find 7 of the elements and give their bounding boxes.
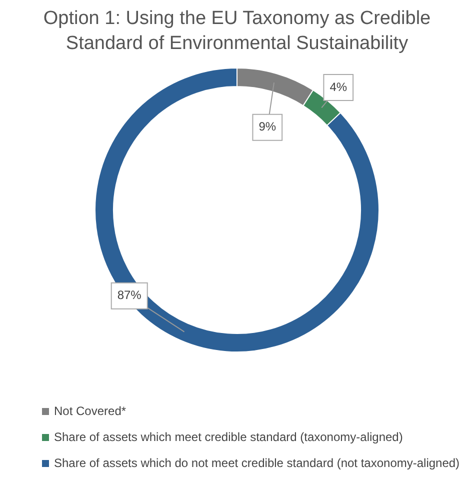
legend-label: Not Covered* xyxy=(54,404,126,418)
legend-label: Share of assets which meet credible standard (taxonomy-aligned) xyxy=(54,430,403,444)
data-label: 87% xyxy=(117,288,142,302)
data-label: 9% xyxy=(258,120,276,134)
data-label: 4% xyxy=(330,80,348,94)
chart-title: Option 1: Using the EU Taxonomy as Credible Standard of Environmental Sustainability xyxy=(42,7,432,56)
legend-label: Share of assets which do not meet credible standard (not taxonomy-aligned) xyxy=(54,456,460,470)
